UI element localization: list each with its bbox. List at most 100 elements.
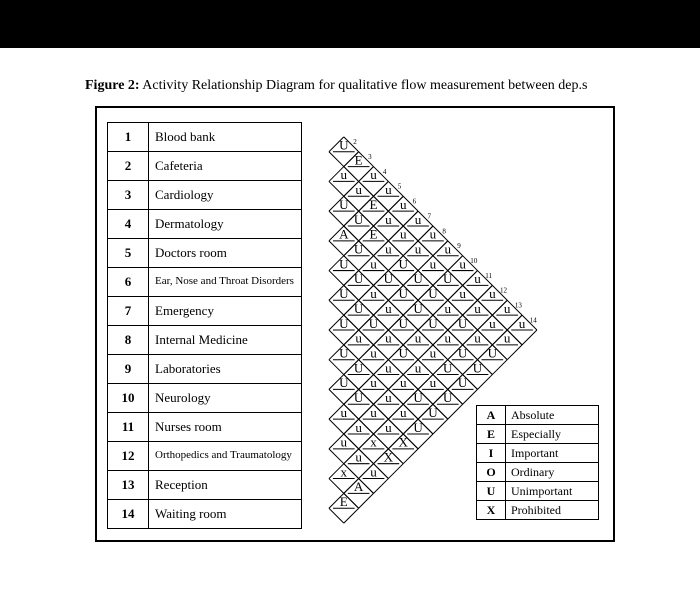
svg-text:u: u xyxy=(459,286,466,301)
svg-text:u: u xyxy=(385,331,392,346)
svg-text:U: U xyxy=(413,390,423,405)
svg-text:u: u xyxy=(504,331,511,346)
svg-text:U: U xyxy=(399,256,409,271)
svg-text:2: 2 xyxy=(353,138,357,146)
diagram-frame: 1Blood bank2Cafeteria3Cardiology4Dermato… xyxy=(95,106,615,542)
svg-text:U: U xyxy=(413,301,423,316)
svg-text:E: E xyxy=(355,152,363,167)
svg-text:u: u xyxy=(400,405,407,420)
svg-text:U: U xyxy=(458,316,468,331)
svg-text:U: U xyxy=(428,405,438,420)
svg-text:9: 9 xyxy=(457,242,461,250)
svg-text:E: E xyxy=(370,197,378,212)
table-row: 3Cardiology xyxy=(108,181,302,210)
svg-text:11: 11 xyxy=(485,272,492,280)
table-row: 8Internal Medicine xyxy=(108,326,302,355)
svg-text:E: E xyxy=(340,494,348,509)
table-row: 5Doctors room xyxy=(108,239,302,268)
svg-text:u: u xyxy=(474,271,481,286)
table-row: AAbsolute xyxy=(477,406,599,425)
figure-caption: Figure 2: Activity Relationship Diagram … xyxy=(85,78,625,94)
dept-name: Dermatology xyxy=(149,210,302,239)
legend-code: X xyxy=(477,501,506,520)
table-row: 7Emergency xyxy=(108,297,302,326)
svg-text:u: u xyxy=(415,242,422,257)
table-row: 11Nurses room xyxy=(108,413,302,442)
svg-text:A: A xyxy=(339,227,349,242)
dept-name: Emergency xyxy=(149,297,302,326)
svg-text:U: U xyxy=(428,316,438,331)
svg-text:u: u xyxy=(415,360,422,375)
svg-text:U: U xyxy=(354,212,364,227)
table-row: EEspecially xyxy=(477,425,599,444)
svg-text:U: U xyxy=(443,360,453,375)
table-row: 13Reception xyxy=(108,471,302,500)
dept-name: Ear, Nose and Throat Disorders xyxy=(149,268,302,297)
svg-text:8: 8 xyxy=(442,227,446,235)
svg-text:u: u xyxy=(430,375,437,390)
dept-name: Laboratories xyxy=(149,355,302,384)
svg-text:u: u xyxy=(370,286,377,301)
dept-number: 3 xyxy=(108,181,149,210)
svg-text:A: A xyxy=(354,479,364,494)
svg-text:U: U xyxy=(413,420,423,435)
svg-text:U: U xyxy=(339,197,349,212)
svg-text:U: U xyxy=(339,345,349,360)
svg-text:u: u xyxy=(474,331,481,346)
dept-number: 7 xyxy=(108,297,149,326)
svg-text:u: u xyxy=(430,345,437,360)
svg-text:U: U xyxy=(399,345,409,360)
table-row: 1Blood bank xyxy=(108,123,302,152)
dept-name: Reception xyxy=(149,471,302,500)
svg-text:12: 12 xyxy=(500,287,508,295)
legend-label: Especially xyxy=(506,425,599,444)
dept-name: Waiting room xyxy=(149,500,302,529)
svg-text:u: u xyxy=(504,301,511,316)
svg-text:u: u xyxy=(489,286,496,301)
svg-text:U: U xyxy=(488,345,498,360)
svg-text:7: 7 xyxy=(428,212,432,220)
svg-text:u: u xyxy=(355,331,362,346)
svg-text:u: u xyxy=(430,227,437,242)
svg-text:U: U xyxy=(458,345,468,360)
svg-text:u: u xyxy=(355,182,362,197)
dept-number: 9 xyxy=(108,355,149,384)
svg-text:U: U xyxy=(354,242,364,257)
svg-text:u: u xyxy=(355,420,362,435)
svg-text:u: u xyxy=(415,212,422,227)
figure-caption-text: Activity Relationship Diagram for qualit… xyxy=(140,78,588,93)
legend-code: O xyxy=(477,463,506,482)
svg-text:u: u xyxy=(385,420,392,435)
svg-text:U: U xyxy=(399,316,409,331)
table-row: 2Cafeteria xyxy=(108,152,302,181)
svg-text:u: u xyxy=(385,360,392,375)
dept-name: Orthopedics and Traumatology xyxy=(149,442,302,471)
table-row: XProhibited xyxy=(477,501,599,520)
svg-text:U: U xyxy=(339,138,349,153)
svg-text:u: u xyxy=(415,331,422,346)
dept-number: 11 xyxy=(108,413,149,442)
dept-number: 12 xyxy=(108,442,149,471)
svg-text:u: u xyxy=(370,405,377,420)
svg-text:u: u xyxy=(445,242,452,257)
svg-text:u: u xyxy=(341,167,348,182)
legend-code: I xyxy=(477,444,506,463)
svg-text:U: U xyxy=(339,286,349,301)
legend-code: U xyxy=(477,482,506,501)
svg-text:U: U xyxy=(339,316,349,331)
svg-text:u: u xyxy=(385,390,392,405)
svg-text:U: U xyxy=(369,316,379,331)
svg-text:U: U xyxy=(339,375,349,390)
svg-text:U: U xyxy=(354,390,364,405)
dept-number: 13 xyxy=(108,471,149,500)
table-row: OOrdinary xyxy=(477,463,599,482)
svg-text:13: 13 xyxy=(515,302,523,310)
department-table: 1Blood bank2Cafeteria3Cardiology4Dermato… xyxy=(107,122,302,529)
svg-text:u: u xyxy=(400,375,407,390)
svg-text:u: u xyxy=(489,316,496,331)
svg-text:u: u xyxy=(370,167,377,182)
dept-number: 4 xyxy=(108,210,149,239)
dept-number: 5 xyxy=(108,239,149,268)
dept-name: Cafeteria xyxy=(149,152,302,181)
svg-text:U: U xyxy=(339,256,349,271)
